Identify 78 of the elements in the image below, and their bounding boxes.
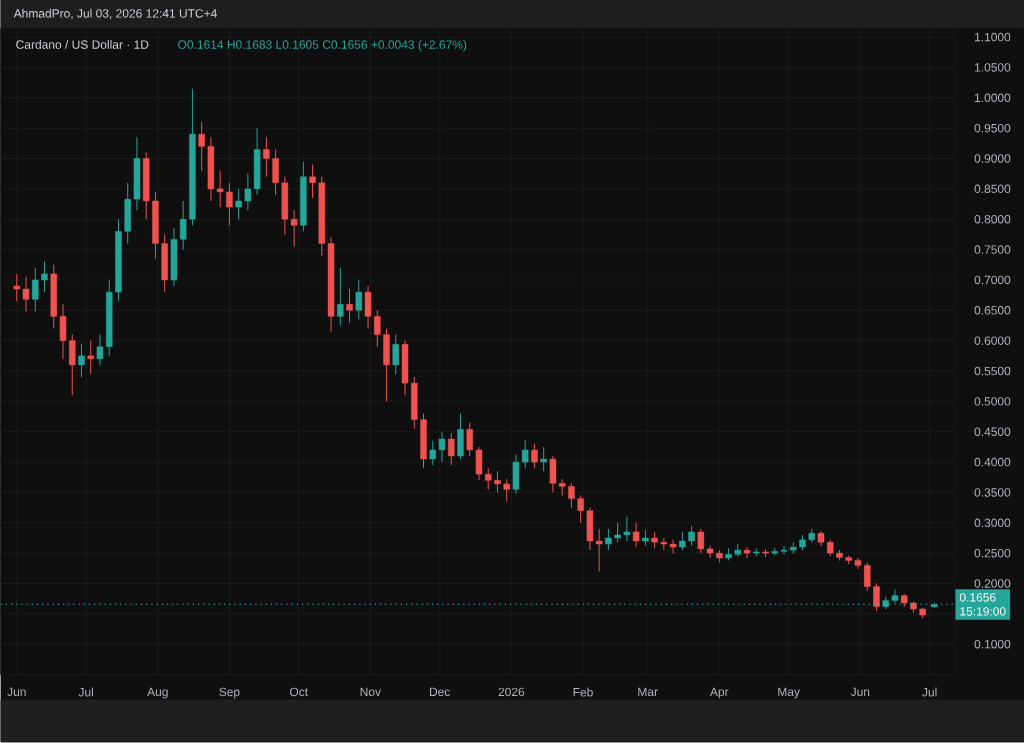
text: 15:19:00 <box>960 607 1006 616</box>
text: Cardano / US Dollar · 1D <box>16 40 149 50</box>
x-tick-label: Mar <box>638 687 658 697</box>
candlestick <box>198 121 205 172</box>
candlestick <box>632 522 640 548</box>
y-tick-label: 0.5000 <box>974 397 1011 406</box>
y-tick-label: 0.5500 <box>974 366 1011 376</box>
candlestick <box>863 562 871 592</box>
x-tick-label: 2026 <box>498 687 525 697</box>
y-tick-label: 0.8000 <box>974 215 1011 224</box>
candlestick <box>226 182 233 227</box>
x-tick-label: Jun <box>7 687 26 697</box>
candlestick <box>374 310 381 348</box>
y-tick-label: 1.0500 <box>975 63 1011 72</box>
candlestick <box>484 467 492 491</box>
x-tick-label: Aug <box>147 687 168 699</box>
candlestick <box>614 522 621 543</box>
candlestick <box>337 267 344 327</box>
text: AhmadPro, Jul 03, 2026 12:41 UTC+4 <box>13 9 217 20</box>
candlestick <box>429 440 437 466</box>
y-tick-label: 0.3000 <box>974 518 1011 528</box>
candlestick <box>568 483 575 509</box>
x-tick-label: Feb <box>573 687 593 697</box>
y-tick-label: 0.1000 <box>974 640 1011 649</box>
text: O0.1614 H0.1683 L0.1605 C0.1656 +0.0043 (+2.67%) <box>178 40 467 52</box>
candlestick <box>392 334 400 375</box>
y-tick-label: 0.2000 <box>974 579 1011 588</box>
y-tick-label: 0.9000 <box>974 154 1011 163</box>
candlestick <box>41 261 48 293</box>
candlestick <box>355 279 363 321</box>
candlestick <box>32 267 39 313</box>
candlestick <box>688 525 695 547</box>
candlestick <box>235 188 242 220</box>
candlestick <box>309 164 316 199</box>
y-tick-label: 0.6500 <box>974 306 1011 315</box>
candlestick <box>623 516 631 542</box>
y-tick-label: 1.1000 <box>975 33 1011 42</box>
candlestick <box>854 557 862 570</box>
candlestick <box>780 545 788 556</box>
candlestick <box>263 136 270 178</box>
x-tick-label: Jun <box>850 687 870 697</box>
candlestick <box>605 528 612 551</box>
candlestick <box>96 334 104 366</box>
y-tick-label: 0.2500 <box>974 549 1011 558</box>
x-tick-label: Sep <box>219 687 240 699</box>
x-tick-label: Jul <box>78 687 93 697</box>
candlestick <box>679 531 686 551</box>
candlestick <box>438 431 446 463</box>
candlestick <box>743 546 751 559</box>
x-tick-label: Nov <box>360 687 381 697</box>
y-tick-label: 0.6000 <box>974 336 1011 346</box>
candlestick <box>577 495 584 524</box>
x-tick-label: Dec <box>430 687 451 697</box>
candlestick <box>87 340 94 375</box>
candlestick <box>448 432 455 466</box>
candlestick <box>540 446 547 472</box>
candlestick <box>22 276 30 313</box>
x-tick-label: May <box>778 687 800 699</box>
candlestick <box>494 470 501 494</box>
x-tick-label: Jul <box>922 687 937 697</box>
y-tick-label: 0.7000 <box>974 275 1011 285</box>
candlestick <box>346 288 353 324</box>
candlestick <box>503 478 510 503</box>
candlestick <box>78 343 85 378</box>
x-tick-label: Oct <box>289 687 308 697</box>
y-tick-label: 0.3500 <box>974 488 1011 497</box>
candlestick <box>873 583 880 612</box>
ref-line-label: 0.1656 <box>959 593 996 602</box>
y-tick-label: 0.8500 <box>974 184 1011 194</box>
y-tick-label: 0.4500 <box>974 427 1011 437</box>
y-tick-label: 0.7500 <box>974 245 1011 255</box>
y-tick-label: 0.4000 <box>974 458 1011 467</box>
y-tick-label: 1.0000 <box>975 93 1011 103</box>
candlestick <box>13 273 21 302</box>
candlestick <box>466 422 473 457</box>
y-tick-label: 0.9500 <box>974 124 1011 133</box>
x-tick-label: Apr <box>710 687 729 699</box>
candlestick <box>531 443 538 469</box>
